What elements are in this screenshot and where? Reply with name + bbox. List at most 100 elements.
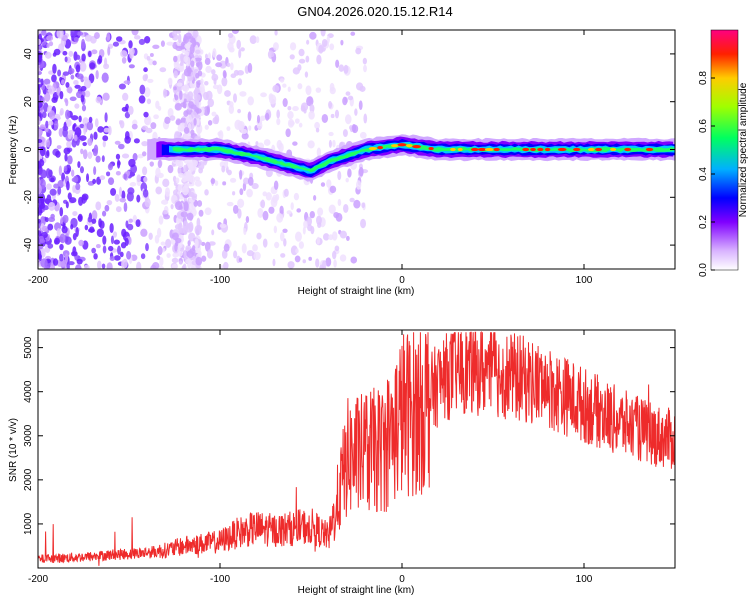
- spectrogram-cell: [179, 90, 183, 101]
- spectrogram-cell: [74, 127, 82, 138]
- spectrogram-cell: [335, 59, 340, 68]
- spectrogram-cell: [38, 52, 43, 63]
- spectrogram-cell: [194, 57, 202, 62]
- spectrogram-cell: [246, 188, 253, 198]
- spectrogram-cell: [273, 225, 278, 234]
- spectrogram-cell: [297, 83, 303, 90]
- spectrogram-cell: [363, 113, 368, 124]
- spectrogram-cell: [39, 193, 46, 204]
- spectrogram-cell: [302, 259, 307, 264]
- spectrogram-cell: [152, 262, 160, 269]
- spectrogram-cell: [350, 31, 356, 36]
- spectrogram-cell: [78, 115, 82, 123]
- spectrogram-cell: [91, 218, 97, 224]
- spectrogram-cell: [144, 115, 152, 126]
- spectrogram-cell: [145, 243, 149, 252]
- spectrogram-cell: [160, 40, 165, 47]
- spectrogram-cell: [204, 80, 209, 86]
- spectrogram-cell: [221, 165, 226, 173]
- spectrogram-cell: [46, 43, 50, 48]
- spectrogram-cell: [337, 198, 342, 206]
- spectrogram-cell: [177, 251, 183, 257]
- spectrogram-cell: [63, 147, 71, 155]
- spectrogram-cell: [175, 177, 180, 184]
- spectrogram-cell: [165, 238, 172, 248]
- snr-y-tick-label: 5000: [23, 336, 34, 359]
- spectrogram-cell: [188, 221, 194, 232]
- spectrogram-cell: [274, 241, 280, 249]
- spectrogram-cell: [339, 254, 347, 262]
- spectrogram-cell: [101, 155, 105, 163]
- spectrogram-cell: [321, 113, 329, 123]
- spectrogram-cell: [114, 140, 121, 145]
- spectrogram-cell: [38, 202, 46, 209]
- spectrogram-cell: [290, 202, 294, 211]
- spectrogram-cell: [229, 177, 237, 183]
- spectrogram-cell: [188, 101, 195, 109]
- spectrogram-cell: [318, 44, 324, 54]
- spectrogram-cell: [363, 64, 367, 73]
- spectrogram-cell: [73, 36, 79, 42]
- spectrogram-cell: [48, 216, 56, 223]
- spectrogram-cell: [211, 73, 219, 82]
- spectrogram-cell: [81, 53, 86, 62]
- spectrogram-cell: [38, 218, 41, 224]
- spectrogram-cell: [186, 212, 194, 221]
- spectrogram-cell: [187, 240, 191, 246]
- spectrogram-peak: [537, 147, 544, 152]
- spectrogram-cell: [219, 60, 227, 69]
- spectrogram-cell: [227, 169, 232, 176]
- spectrogram-cell: [46, 35, 54, 42]
- spectrogram-cell: [329, 82, 335, 92]
- spectrogram-cell: [237, 78, 243, 86]
- spectrogram-cell: [317, 222, 322, 228]
- spectrogram-cell: [350, 256, 358, 264]
- spectrogram-cell: [349, 197, 355, 203]
- spectrogram-cell: [177, 33, 182, 44]
- spectrogram-cell: [126, 250, 132, 260]
- spectrogram-cell: [232, 191, 236, 196]
- spectrogram-cell: [93, 131, 98, 140]
- spectrogram-cell: [142, 188, 149, 198]
- spectrogram-cell: [104, 204, 110, 212]
- spectrogram-cell: [80, 148, 84, 155]
- spectrogram-cell: [194, 238, 199, 248]
- spectrogram-cell: [224, 158, 229, 169]
- spectrogram-cell: [128, 64, 135, 69]
- spectrogram-cell: [106, 32, 111, 41]
- spectrogram-cell: [265, 192, 272, 201]
- spectrogram-cell: [286, 210, 292, 215]
- spectrogram-cell: [94, 118, 99, 128]
- spectrogram-cell: [40, 169, 47, 179]
- spectrogram-cell: [333, 211, 340, 219]
- spectrogram-cell: [197, 200, 203, 207]
- spectrogram-cell: [61, 172, 66, 182]
- spectrogram-cell: [104, 57, 108, 67]
- spectrogram-cell: [274, 30, 278, 36]
- spectrogram-cell: [147, 78, 154, 83]
- spectrogram-cell: [320, 182, 326, 187]
- spectrogram-cell: [184, 43, 191, 49]
- spectrogram-cell: [287, 261, 295, 269]
- colorbar-tick-label: 0.4: [698, 167, 709, 181]
- snr-series-line: [38, 331, 675, 566]
- spectrogram-cell: [194, 179, 202, 187]
- spectrogram-cell: [126, 223, 134, 231]
- spectrogram-cell: [157, 159, 162, 169]
- spectrogram-cell: [315, 127, 320, 133]
- spectrogram-cell: [280, 253, 286, 258]
- spectrogram-cell: [243, 177, 250, 185]
- spectrogram-cell: [282, 98, 288, 108]
- snr-panel: -200 -100 0 100 1000 2000 3000 4000 5000 Height…: [8, 329, 676, 596]
- spectrogram-cell: [218, 130, 224, 141]
- spectrogram-cell: [306, 216, 313, 226]
- snr-frame: [37, 329, 676, 569]
- spectrogram-cell: [93, 144, 99, 155]
- spectrogram-cell: [233, 250, 238, 259]
- snr-x-tick-label: 0: [399, 574, 405, 585]
- colorbar: 0.0 0.2 0.4 0.6 0.8 Normalized spectral ampl…: [698, 29, 749, 277]
- spectrogram-cell: [62, 125, 69, 132]
- spectrogram-cell: [172, 30, 178, 38]
- spectrogram-cell: [310, 225, 315, 235]
- spectrogram-cell: [190, 166, 197, 171]
